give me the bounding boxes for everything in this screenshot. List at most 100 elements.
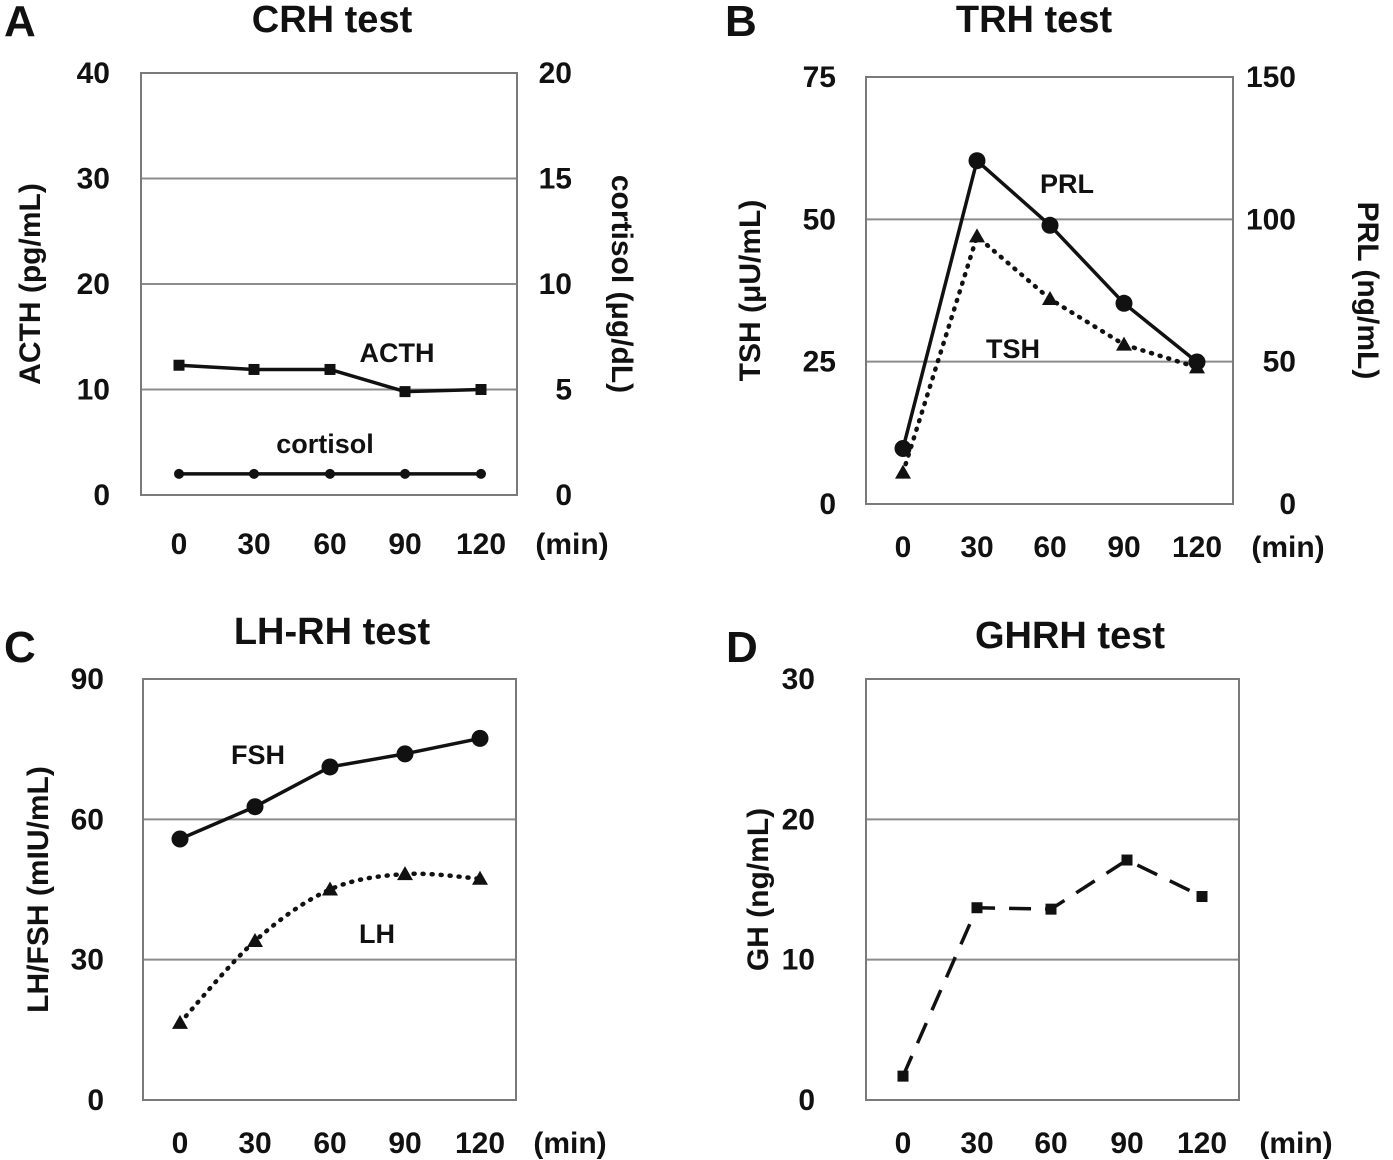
- panel-a-y2-tick: 10: [539, 268, 572, 301]
- panel-d-x-tick: 90: [1110, 1127, 1143, 1160]
- panel-b-tsh-point: [895, 464, 911, 479]
- panel-a-y2-tick: 5: [555, 374, 572, 407]
- panel-b-y2-axis-label: PRL (ng/mL): [1351, 202, 1384, 380]
- panel-a-x-tick: 0: [171, 528, 188, 561]
- panel-c-x-tick: 30: [238, 1127, 271, 1160]
- panel-a-x-tick: 60: [313, 528, 346, 561]
- panel-a-cortisol-point: [174, 468, 184, 479]
- panel-d-gh-point: [971, 902, 983, 914]
- panel-a-cortisol-point: [476, 468, 486, 479]
- panel-d-x-tick: 60: [1034, 1127, 1067, 1160]
- panel-a-plot-frame: [140, 72, 518, 496]
- panel-a-acth-point: [248, 363, 260, 375]
- panel-a-x-tick: 30: [237, 528, 270, 561]
- panel-a-x-unit: (min): [535, 528, 608, 561]
- panel-a-y-tick: 40: [77, 57, 110, 90]
- panel-a-y2-axis-label: cortisol (μg/dL): [605, 175, 638, 393]
- panel-c-y-tick: 30: [71, 944, 104, 977]
- panel-d: D GHRH test 0 10 20 30 0 30 60 90 120 (min) GH (ng/m…: [726, 615, 1333, 1160]
- panel-b-x-tick: 120: [1172, 531, 1222, 564]
- panel-c-fsh-point: [471, 729, 489, 747]
- panel-d-title: GHRH test: [975, 615, 1165, 657]
- panel-b-tsh-point: [1189, 359, 1205, 374]
- panel-c-x-tick: 60: [313, 1127, 346, 1160]
- panel-d-y-axis-label: GH (ng/mL): [742, 808, 775, 971]
- panel-b-prl-point: [894, 439, 912, 457]
- panel-b-prl-point: [1041, 216, 1059, 234]
- panel-b-letter: B: [725, 0, 757, 46]
- panel-c-y-tick: 90: [71, 663, 104, 696]
- panel-b-y-axis-label: TSH (μU/mL): [734, 200, 767, 382]
- panel-d-gh-point: [897, 1070, 909, 1082]
- panel-b-tsh-point: [969, 228, 985, 243]
- panel-a-title: CRH test: [252, 0, 413, 41]
- panel-b-x-tick: 0: [895, 531, 912, 564]
- panel-d-y-tick: 30: [782, 663, 815, 696]
- panel-c-lh-line: [177, 871, 483, 1026]
- panel-d-gh-line: [901, 858, 1203, 1077]
- panel-a-cortisol-point: [249, 468, 259, 479]
- panel-b-y2-tick: 100: [1246, 203, 1296, 236]
- panel-c-fsh-line: [178, 736, 482, 841]
- panel-a-y2-tick: 15: [539, 163, 572, 196]
- panel-a-y-tick: 20: [77, 268, 110, 301]
- panel-b-prl-point: [1115, 294, 1133, 312]
- panel-b-y-tick: 0: [819, 488, 836, 521]
- panel-c-lh-point: [172, 1014, 188, 1029]
- panel-c-fsh-point: [321, 758, 339, 776]
- panel-c-y-tick: 60: [71, 803, 104, 836]
- panel-c-y-axis-label: LH/FSH (mIU/mL): [22, 766, 55, 1013]
- panel-c-fsh-label: FSH: [231, 740, 285, 770]
- panel-a-y2-tick: 20: [539, 57, 572, 90]
- panel-b-plot-frame: [865, 76, 1234, 505]
- panel-c-lh-point: [397, 866, 413, 881]
- panel-a: A CRH test 0 10 20 30 40 0 5 10 15 20 0 30 60 90 120 (min…: [4, 0, 638, 561]
- panel-c-fsh-point: [396, 745, 414, 763]
- panel-a-cortisol-point: [400, 468, 410, 479]
- panel-b-tsh-point: [1042, 291, 1058, 306]
- panel-a-x-tick: 90: [388, 528, 421, 561]
- panel-c-lh-label: LH: [359, 919, 395, 949]
- panel-a-acth-point: [475, 384, 487, 395]
- panel-b-y-tick: 75: [803, 61, 836, 94]
- panel-d-letter: D: [726, 623, 758, 672]
- panel-c-x-unit: (min): [533, 1127, 606, 1160]
- panel-b-prl-label: PRL: [1040, 169, 1094, 199]
- panel-d-y-tick: 0: [798, 1084, 815, 1117]
- panel-b-y2-tick: 150: [1246, 61, 1296, 94]
- panel-b-tsh-point: [1116, 336, 1132, 351]
- panel-c-x-tick: 90: [388, 1127, 421, 1160]
- panel-a-cortisol-label: cortisol: [276, 429, 374, 459]
- panel-a-acth-point: [324, 363, 336, 375]
- panel-b-x-tick: 30: [960, 531, 993, 564]
- panel-a-x-tick: 120: [456, 528, 506, 561]
- panel-d-gh-point: [1196, 891, 1208, 903]
- panel-d-x-tick: 0: [895, 1127, 912, 1160]
- panel-d-x-unit: (min): [1259, 1127, 1332, 1160]
- panel-b-x-unit: (min): [1251, 531, 1324, 564]
- panel-d-x-tick: 30: [960, 1127, 993, 1160]
- panel-c-x-tick: 0: [172, 1127, 189, 1160]
- panel-c-y-tick: 0: [87, 1084, 104, 1117]
- panel-a-y-axis-label: ACTH (pg/mL): [14, 183, 47, 385]
- panel-d-gh-point: [1121, 854, 1133, 866]
- panel-b-title: TRH test: [956, 0, 1113, 41]
- panel-c-plot-frame: [142, 678, 517, 1101]
- panel-d-y-tick: 20: [782, 803, 815, 836]
- panel-c-lh-point: [322, 881, 338, 896]
- panel-a-letter: A: [4, 0, 36, 46]
- panel-b-y2-tick: 50: [1263, 346, 1296, 379]
- panel-c-title: LH-RH test: [234, 611, 431, 653]
- panel-d-gh-point: [1045, 903, 1057, 915]
- panel-c-fsh-point: [171, 830, 189, 848]
- panel-a-y2-tick: 0: [555, 479, 572, 512]
- panel-a-acth-point: [173, 359, 185, 371]
- panel-c-lh-point: [472, 870, 488, 885]
- panel-a-y-tick: 30: [77, 163, 110, 196]
- panel-d-plot-frame: [865, 678, 1240, 1101]
- panel-a-acth-label: ACTH: [360, 338, 435, 368]
- panel-d-y-tick: 10: [782, 944, 815, 977]
- panel-b-y-tick: 25: [803, 346, 836, 379]
- panel-a-y-tick: 10: [77, 374, 110, 407]
- panel-a-acth-point: [399, 386, 411, 398]
